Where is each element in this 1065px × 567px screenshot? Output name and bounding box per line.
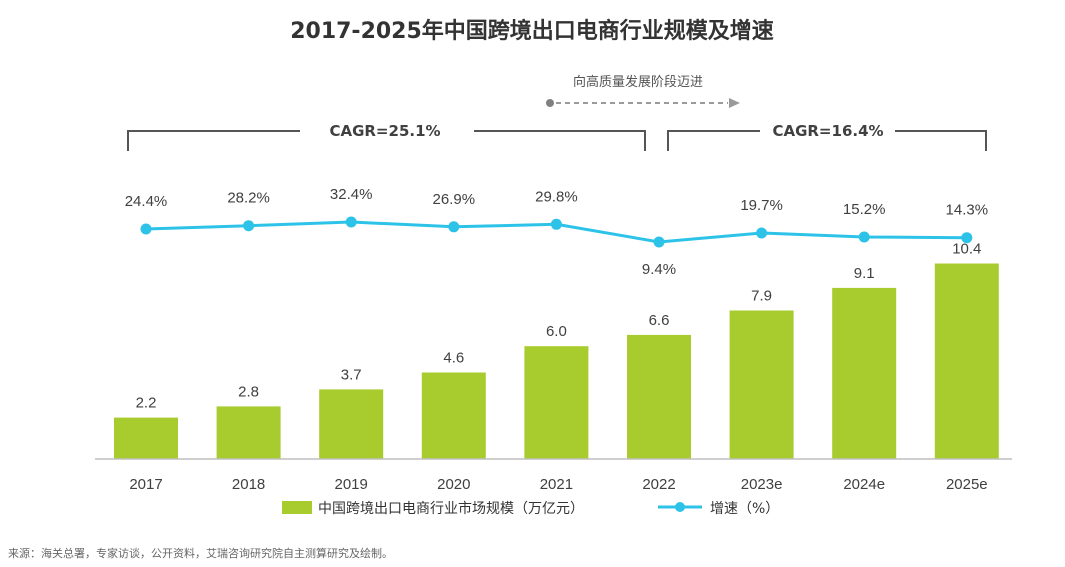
x-tick-2022: 2022: [642, 476, 675, 493]
growth-point-2019: [345, 216, 357, 228]
bar-2023e: [729, 310, 794, 459]
bar-label-2020: 4.6: [443, 350, 464, 367]
cagr-bracket-second-left: [667, 130, 760, 151]
cagr-first-label: CAGR=25.1%: [329, 122, 440, 140]
growth-line-series: [140, 216, 973, 248]
legend: 中国跨境出口电商行业市场规模（万亿元） 增速（%）: [282, 500, 779, 517]
bar-2024e: [832, 287, 897, 459]
cagr-bracket-first: CAGR=25.1%: [127, 122, 646, 151]
bar-2019: [319, 389, 384, 459]
cagr-bracket-first-left: [127, 130, 300, 151]
growth-point-2023e: [756, 227, 768, 239]
source-note: 来源：海关总署，专家访谈，公开资料，艾瑞咨询研究院自主测算研究及绘制。: [8, 546, 393, 560]
cagr-bracket-second-right: [895, 130, 987, 151]
stage-arrow-start-dot: [546, 99, 554, 107]
growth-point-2024e: [858, 231, 870, 243]
stage-note: 向高质量发展阶段迈进: [573, 74, 703, 90]
growth-label-2024e: 15.2%: [843, 201, 886, 218]
bar-label-2019: 3.7: [341, 366, 362, 383]
bar-value-labels: 2.2 2.8 3.7 4.6 6.0 6.6 7.9 9.1 10.4: [136, 241, 982, 412]
growth-label-2018: 28.2%: [227, 190, 270, 207]
growth-point-2018: [243, 220, 255, 232]
bar-label-2022: 6.6: [649, 312, 670, 329]
bar-2020: [421, 372, 486, 459]
growth-label-2020: 26.9%: [433, 191, 476, 208]
stage-annotation: 向高质量发展阶段迈进: [546, 74, 740, 108]
x-tick-2024e: 2024e: [843, 476, 885, 493]
legend-line-marker: [675, 502, 685, 512]
legend-bar-label: 中国跨境出口电商行业市场规模（万亿元）: [318, 500, 584, 517]
stage-arrow-head: [729, 98, 740, 108]
x-tick-2017: 2017: [129, 476, 162, 493]
bar-label-2024e: 9.1: [854, 265, 875, 282]
bar-series: [114, 263, 999, 459]
bar-2025e: [934, 263, 999, 459]
bar-label-2025e: 10.4: [952, 241, 981, 258]
bar-label-2021: 6.0: [546, 323, 567, 340]
growth-label-2022: 9.4%: [642, 261, 676, 278]
growth-point-2020: [448, 221, 460, 233]
x-tick-2021: 2021: [540, 476, 573, 493]
growth-label-2023e: 19.7%: [740, 197, 783, 214]
legend-bar-swatch: [282, 501, 312, 514]
growth-point-2021: [550, 218, 562, 230]
bar-2021: [524, 346, 589, 459]
bar-2018: [216, 406, 281, 459]
growth-point-2025e: [961, 232, 973, 244]
bar-label-2023e: 7.9: [751, 288, 772, 305]
growth-label-2021: 29.8%: [535, 188, 578, 205]
growth-value-labels: 24.4% 28.2% 32.4% 26.9% 29.8% 9.4% 19.7% 15.2% 1…: [125, 186, 988, 278]
x-tick-2020: 2020: [437, 476, 470, 493]
legend-line-label: 增速（%）: [710, 501, 779, 517]
growth-label-2025e: 14.3%: [946, 202, 989, 219]
cagr-bracket-second: CAGR=16.4%: [667, 122, 987, 151]
chart-title: 2017-2025年中国跨境出口电商行业规模及增速: [290, 18, 774, 44]
x-tick-2019: 2019: [335, 476, 368, 493]
cagr-second-label: CAGR=16.4%: [772, 122, 883, 140]
x-tick-2023e: 2023e: [741, 476, 783, 493]
bar-2017: [114, 417, 178, 459]
x-tick-2025e: 2025e: [946, 476, 988, 493]
growth-label-2017: 24.4%: [125, 193, 168, 210]
growth-point-2022: [653, 236, 665, 248]
growth-point-2017: [140, 223, 152, 235]
x-axis-ticks: 2017 2018 2019 2020 2021 2022 2023e 2024e 2025e: [129, 476, 987, 493]
bar-label-2018: 2.8: [238, 383, 259, 400]
growth-label-2019: 32.4%: [330, 186, 373, 203]
cagr-bracket-first-right: [474, 130, 646, 151]
bar-label-2017: 2.2: [136, 395, 157, 412]
bar-2022: [627, 334, 691, 459]
x-tick-2018: 2018: [232, 476, 265, 493]
